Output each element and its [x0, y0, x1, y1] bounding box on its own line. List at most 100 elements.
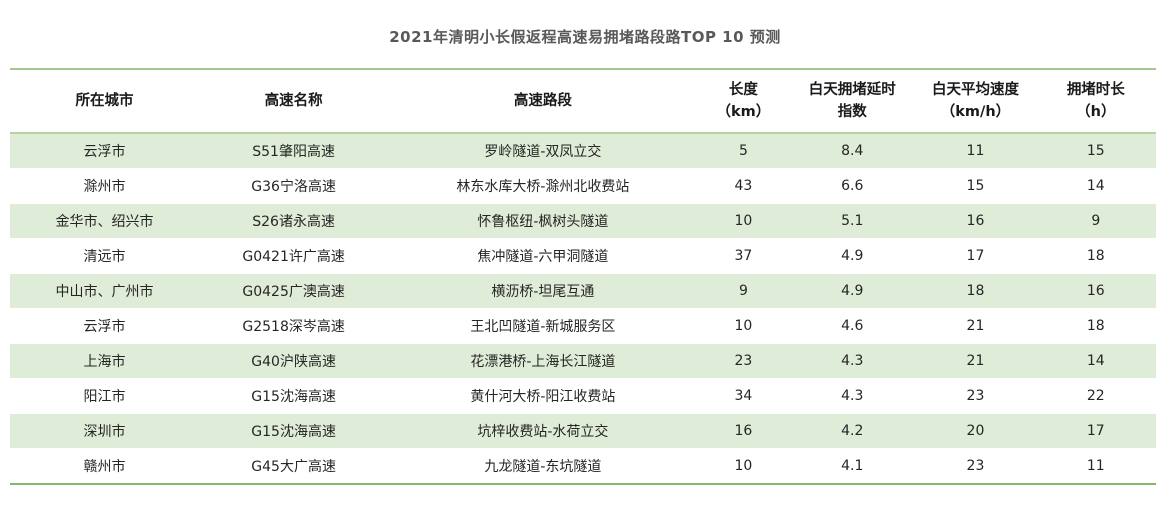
table-cell: 九龙隧道-东坑隧道	[484, 459, 602, 475]
table-cell: 20	[966, 423, 985, 439]
column-header-line1: 长度	[728, 81, 758, 98]
table-row: 清远市 G0421许广高速 焦冲隧道-六甲洞隧道 37 4.9 17 18	[10, 238, 1156, 274]
table-cell: S51肇阳高速	[252, 144, 335, 160]
table-cell: 上海市	[83, 354, 126, 370]
table-cell: 4.1	[841, 458, 864, 474]
table-cell: 34	[734, 388, 753, 404]
table-cell: 14	[1086, 178, 1105, 194]
table-cell: 15	[1086, 143, 1105, 159]
table-cell: 金华市、绍兴市	[55, 214, 154, 230]
table-row: 云浮市 G2518深岑高速 王北凹隧道-新城服务区 10 4.6 21 18	[10, 308, 1156, 344]
table-cell: 18	[1086, 248, 1105, 264]
table-cell: 37	[734, 248, 753, 264]
column-header-line2: （km）	[716, 104, 771, 120]
column-header-line1: 白天拥堵延时	[808, 81, 896, 98]
table-cell: 21	[966, 318, 985, 334]
table-cell: 6.6	[841, 178, 864, 194]
table-row: 云浮市 S51肇阳高速 罗岭隧道-双凤立交 5 8.4 11 15	[10, 133, 1156, 169]
table-cell: G0425广澳高速	[242, 284, 345, 300]
column-header-line1: 拥堵时长	[1066, 81, 1125, 98]
table-cell: 18	[1086, 318, 1105, 334]
table-cell: 14	[1086, 353, 1105, 369]
table-row: 金华市、绍兴市 S26诸永高速 怀鲁枢纽-枫树头隧道 10 5.1 16 9	[10, 203, 1156, 239]
column-header-line2: （h）	[1076, 104, 1116, 120]
table-cell: 坑梓收费站-水荷立交	[477, 424, 609, 440]
table-header: 所在城市 高速名称 高速路段 长度 （km） 白天拥堵延时 指数 白天平均速度 （km/h） 拥堵…	[10, 69, 1156, 134]
table-container: 所在城市 高速名称 高速路段 长度 （km） 白天拥堵延时 指数 白天平均速度 （km/h） 拥堵…	[10, 68, 1156, 485]
column-header-4: 白天拥堵延时 指数	[789, 69, 916, 134]
table-cell: 9	[738, 283, 748, 299]
table-cell: 10	[734, 458, 753, 474]
table-cell: G2518深岑高速	[242, 319, 345, 335]
table-cell: S26诸永高速	[252, 214, 335, 230]
table-cell: 4.3	[841, 388, 864, 404]
table-cell: 4.9	[841, 248, 864, 264]
table-cell: 滁州市	[83, 179, 126, 195]
table-cell: 王北凹隧道-新城服务区	[470, 319, 616, 335]
table-cell: 10	[734, 318, 753, 334]
table-cell: 11	[966, 143, 985, 159]
table-cell: 5.1	[841, 213, 864, 229]
column-header-line1: 所在城市	[75, 92, 134, 109]
table-header-row: 所在城市 高速名称 高速路段 长度 （km） 白天拥堵延时 指数 白天平均速度 （km/h） 拥堵…	[10, 69, 1156, 134]
table-row: 赣州市 G45大广高速 九龙隧道-东坑隧道 10 4.1 23 11	[10, 448, 1156, 484]
table-cell: 17	[1086, 423, 1105, 439]
table-cell: 罗岭隧道-双凤立交	[484, 144, 602, 160]
column-header-line1: 白天平均速度	[931, 81, 1019, 98]
column-header-line2: （km/h）	[940, 104, 1011, 120]
table-cell: 林东水库大桥-滁州北收费站	[456, 179, 630, 195]
table-cell: 黄什河大桥-阳江收费站	[470, 389, 616, 405]
table-cell: 赣州市	[83, 459, 126, 475]
table-cell: G45大广高速	[251, 459, 336, 475]
column-header-line1: 高速路段	[513, 92, 572, 109]
table-cell: 18	[966, 283, 985, 299]
table-cell: 11	[1086, 458, 1105, 474]
table-cell: 4.3	[841, 353, 864, 369]
table-body: 云浮市 S51肇阳高速 罗岭隧道-双凤立交 5 8.4 11 15 滁州市 G36宁洛高速 林东水…	[10, 133, 1156, 484]
table-row: 阳江市 G15沈海高速 黄什河大桥-阳江收费站 34 4.3 23 22	[10, 378, 1156, 414]
table-cell: 深圳市	[83, 424, 126, 440]
column-header-3: 长度 （km）	[697, 69, 790, 134]
table-row: 滁州市 G36宁洛高速 林东水库大桥-滁州北收费站 43 6.6 15 14	[10, 168, 1156, 204]
table-cell: G40沪陕高速	[251, 354, 336, 370]
table-cell: 花漂港桥-上海长江隧道	[470, 354, 616, 370]
table-cell: 16	[734, 423, 753, 439]
table-cell: 4.9	[841, 283, 864, 299]
table-cell: 16	[1086, 283, 1105, 299]
table-cell: 4.6	[841, 318, 864, 334]
table-cell: 怀鲁枢纽-枫树头隧道	[477, 214, 609, 230]
table-row: 深圳市 G15沈海高速 坑梓收费站-水荷立交 16 4.2 20 17	[10, 413, 1156, 449]
table-cell: G15沈海高速	[251, 389, 336, 405]
table-cell: G15沈海高速	[251, 424, 336, 440]
table-cell: 23	[966, 388, 985, 404]
table-cell: 16	[966, 213, 985, 229]
table-cell: 21	[966, 353, 985, 369]
table-row: 中山市、广州市 G0425广澳高速 横沥桥-坦尾互通 9 4.9 18 16	[10, 273, 1156, 309]
table-cell: 阳江市	[83, 389, 126, 405]
table-cell: G0421许广高速	[242, 249, 345, 265]
table-cell: 云浮市	[83, 144, 126, 160]
table-row: 上海市 G40沪陕高速 花漂港桥-上海长江隧道 23 4.3 21 14	[10, 343, 1156, 379]
table-cell: 8.4	[841, 143, 864, 159]
table-cell: 23	[966, 458, 985, 474]
column-header-5: 白天平均速度 （km/h）	[915, 69, 1036, 134]
table-cell: 中山市、广州市	[55, 284, 154, 300]
table-cell: 10	[734, 213, 753, 229]
column-header-6: 拥堵时长 （h）	[1035, 69, 1156, 134]
column-header-line1: 高速名称	[264, 92, 323, 109]
table-cell: 17	[966, 248, 985, 264]
table-cell: G36宁洛高速	[251, 179, 336, 195]
table-cell: 云浮市	[83, 319, 126, 335]
table-cell: 焦冲隧道-六甲洞隧道	[477, 249, 609, 265]
table-cell: 4.2	[841, 423, 864, 439]
table-cell: 清远市	[83, 249, 126, 265]
table-cell: 15	[966, 178, 985, 194]
column-header-line2: 指数	[837, 104, 867, 120]
table-cell: 9	[1091, 213, 1101, 229]
column-header-0: 所在城市	[10, 69, 200, 134]
congestion-table: 所在城市 高速名称 高速路段 长度 （km） 白天拥堵延时 指数 白天平均速度 （km/h） 拥堵…	[10, 68, 1156, 485]
table-cell: 43	[734, 178, 753, 194]
column-header-2: 高速路段	[388, 69, 698, 134]
column-header-1: 高速名称	[199, 69, 389, 134]
